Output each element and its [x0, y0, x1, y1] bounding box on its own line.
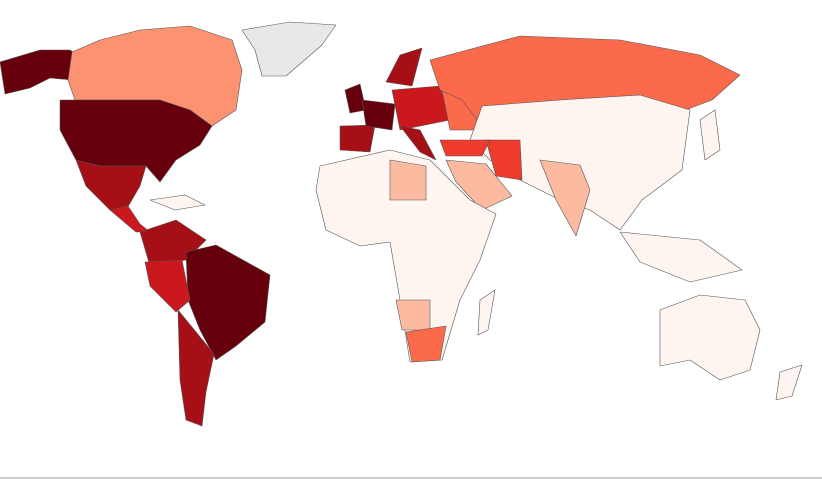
caribbean	[149, 194, 206, 211]
peru-bolivia	[144, 259, 191, 313]
brazil	[185, 244, 271, 361]
new-zealand	[775, 364, 803, 401]
scandinavia	[385, 47, 423, 87]
italy	[399, 125, 437, 161]
libya	[389, 159, 427, 201]
southern-africa	[395, 299, 431, 331]
france	[361, 99, 396, 131]
greenland	[241, 21, 337, 77]
australia	[659, 294, 761, 381]
madagascar	[477, 289, 496, 336]
central-america	[109, 205, 151, 233]
saudi-arabia	[445, 159, 513, 211]
asia	[469, 94, 691, 231]
mexico	[75, 159, 147, 211]
iberia	[339, 124, 376, 153]
india	[539, 159, 591, 237]
argentina-chile	[177, 309, 215, 427]
iran	[485, 139, 523, 181]
southeast-asia	[619, 231, 743, 283]
japan	[699, 109, 721, 161]
africa	[315, 149, 497, 363]
turkey	[439, 139, 491, 157]
south-africa	[405, 325, 447, 363]
united-states	[59, 99, 213, 183]
